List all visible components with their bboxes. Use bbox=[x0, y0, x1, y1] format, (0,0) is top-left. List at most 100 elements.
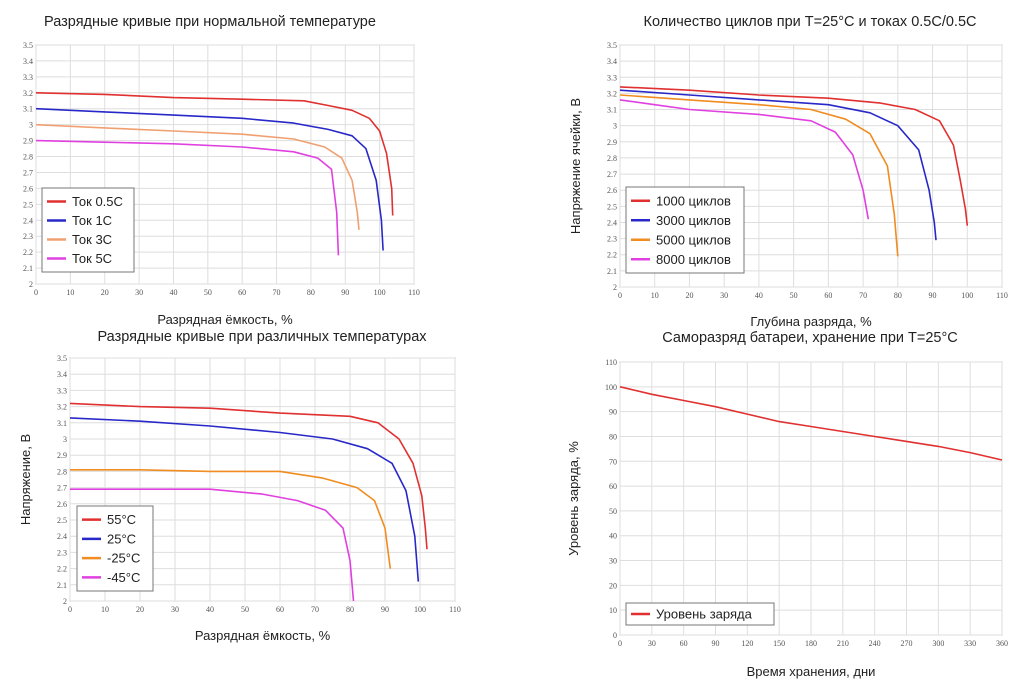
x-tick-label: 20 bbox=[685, 291, 693, 300]
y-tick-label: 3.3 bbox=[57, 386, 67, 395]
y-tick-label: 2.7 bbox=[23, 168, 33, 177]
chart-2: 0 10 20 30 40 50 60 70 80 90 100 110 2 2.1 2.2 2.3 2.4 2.… bbox=[568, 14, 1008, 329]
y-tick-label: 3.5 bbox=[23, 41, 33, 50]
x-tick-label: 150 bbox=[773, 639, 785, 648]
y-tick-label: 3 bbox=[29, 121, 33, 130]
x-tick-label: 30 bbox=[720, 291, 728, 300]
chart-4: 0 30 60 90 120 150 180 210 240 270 300 330 360 0 10 20 3… bbox=[566, 330, 1008, 679]
x-tick-label: 330 bbox=[964, 639, 976, 648]
legend-label: 1000 циклов bbox=[656, 193, 731, 208]
x-tick-label: 0 bbox=[68, 605, 72, 614]
y-tick-label: 2.6 bbox=[23, 184, 33, 193]
x-tick-label: 100 bbox=[961, 291, 973, 300]
legend-label: Ток 3C bbox=[72, 232, 112, 247]
legend: 1000 циклов 3000 циклов 5000 циклов 8000 ци… bbox=[625, 186, 745, 274]
x-tick-label: 40 bbox=[206, 605, 214, 614]
y-tick-label: 40 bbox=[609, 532, 617, 541]
y-tick-label: 2.4 bbox=[57, 532, 67, 541]
series-line-3 bbox=[70, 468, 392, 569]
y-tick-label: 2.7 bbox=[57, 484, 67, 493]
x-tick-label: 60 bbox=[680, 639, 688, 648]
y-tick-label: 2.3 bbox=[57, 548, 67, 557]
x-tick-label: 40 bbox=[169, 288, 177, 297]
x-tick-label: 80 bbox=[307, 288, 315, 297]
y-tick-label: 2.9 bbox=[607, 138, 617, 147]
y-tick-label: 2.2 bbox=[607, 251, 617, 260]
x-tick-label: 40 bbox=[755, 291, 763, 300]
y-tick-label: 3.2 bbox=[23, 89, 33, 98]
y-tick-label: 2 bbox=[29, 280, 33, 289]
x-tick-label: 180 bbox=[805, 639, 817, 648]
y-axis-label: Уровень заряда, % bbox=[566, 441, 581, 556]
x-tick-label: 240 bbox=[869, 639, 881, 648]
x-tick-label: 50 bbox=[241, 605, 249, 614]
y-tick-label: 2.6 bbox=[57, 500, 67, 509]
series-line-3 bbox=[619, 94, 899, 257]
y-tick-label: 2.3 bbox=[607, 235, 617, 244]
x-tick-label: 60 bbox=[824, 291, 832, 300]
x-tick-label: 50 bbox=[204, 288, 212, 297]
x-tick-label: 120 bbox=[741, 639, 753, 648]
y-tick-label: 2.4 bbox=[607, 218, 617, 227]
legend-label: -45°C bbox=[107, 570, 140, 585]
series-line-1 bbox=[619, 86, 969, 226]
legend-box bbox=[625, 602, 775, 626]
x-tick-label: 30 bbox=[171, 605, 179, 614]
x-tick-label: 30 bbox=[648, 639, 656, 648]
y-axis-label: Напряжение ячейки, В bbox=[568, 98, 583, 234]
series-line-1 bbox=[69, 402, 428, 550]
chart-title: Разрядные кривые при различных температу… bbox=[97, 329, 427, 345]
y-tick-label: 20 bbox=[609, 581, 617, 590]
x-tick-label: 0 bbox=[618, 291, 622, 300]
x-tick-label: 90 bbox=[341, 288, 349, 297]
y-tick-label: 2.2 bbox=[23, 248, 33, 257]
y-tick-label: 3.4 bbox=[57, 370, 67, 379]
x-tick-label: 70 bbox=[273, 288, 281, 297]
x-tick-label: 50 bbox=[790, 291, 798, 300]
y-tick-label: 2.5 bbox=[57, 516, 67, 525]
y-tick-label: 2 bbox=[63, 597, 67, 606]
series-line-4 bbox=[35, 139, 340, 256]
y-tick-label: 3.2 bbox=[57, 403, 67, 412]
chart-3: 0 10 20 30 40 50 60 70 80 90 100 110 2 2.1 2.2 2.3 2.4 2.… bbox=[18, 329, 461, 643]
y-tick-label: 80 bbox=[609, 432, 617, 441]
x-tick-label: 100 bbox=[414, 605, 426, 614]
series-line-2 bbox=[619, 89, 937, 241]
x-tick-label: 100 bbox=[374, 288, 386, 297]
y-tick-label: 2.8 bbox=[23, 153, 33, 162]
x-tick-label: 10 bbox=[651, 291, 659, 300]
x-tick-label: 20 bbox=[136, 605, 144, 614]
x-tick-label: 90 bbox=[712, 639, 720, 648]
x-tick-label: 110 bbox=[996, 291, 1008, 300]
x-tick-label: 60 bbox=[238, 288, 246, 297]
x-tick-label: 210 bbox=[837, 639, 849, 648]
legend-label: Уровень заряда bbox=[656, 607, 753, 622]
x-axis-label: Время хранения, дни bbox=[747, 664, 876, 679]
y-tick-label: 2.9 bbox=[57, 451, 67, 460]
y-tick-label: 2.1 bbox=[57, 581, 67, 590]
x-tick-label: 360 bbox=[996, 639, 1008, 648]
legend-label: 25°C bbox=[107, 531, 136, 546]
y-tick-label: 2.6 bbox=[607, 186, 617, 195]
x-axis-label: Разрядная ёмкость, % bbox=[157, 312, 293, 327]
y-tick-label: 3.3 bbox=[607, 73, 617, 82]
x-tick-label: 0 bbox=[34, 288, 38, 297]
x-tick-label: 110 bbox=[449, 605, 461, 614]
y-tick-label: 3.1 bbox=[57, 419, 67, 428]
x-tick-label: 30 bbox=[135, 288, 143, 297]
y-tick-label: 50 bbox=[609, 507, 617, 516]
series-line-4 bbox=[619, 99, 870, 220]
y-tick-label: 3.5 bbox=[57, 354, 67, 363]
y-tick-label: 2.9 bbox=[23, 137, 33, 146]
legend: Ток 0.5C Ток 1C Ток 3C Ток 5C bbox=[41, 187, 135, 273]
legend-label: 3000 циклов bbox=[656, 213, 731, 228]
y-tick-label: 0 bbox=[613, 631, 617, 640]
chart-title: Разрядные кривые при нормальной температ… bbox=[44, 14, 376, 30]
x-tick-label: 300 bbox=[932, 639, 944, 648]
x-tick-label: 70 bbox=[311, 605, 319, 614]
legend-label: 55°C bbox=[107, 512, 136, 527]
x-tick-label: 10 bbox=[101, 605, 109, 614]
x-tick-label: 90 bbox=[929, 291, 937, 300]
y-tick-label: 2.7 bbox=[607, 170, 617, 179]
chart-1: 0 10 20 30 40 50 60 70 80 90 100 110 2 2.1 2.2 2.3 2.4 2.… bbox=[23, 14, 420, 327]
